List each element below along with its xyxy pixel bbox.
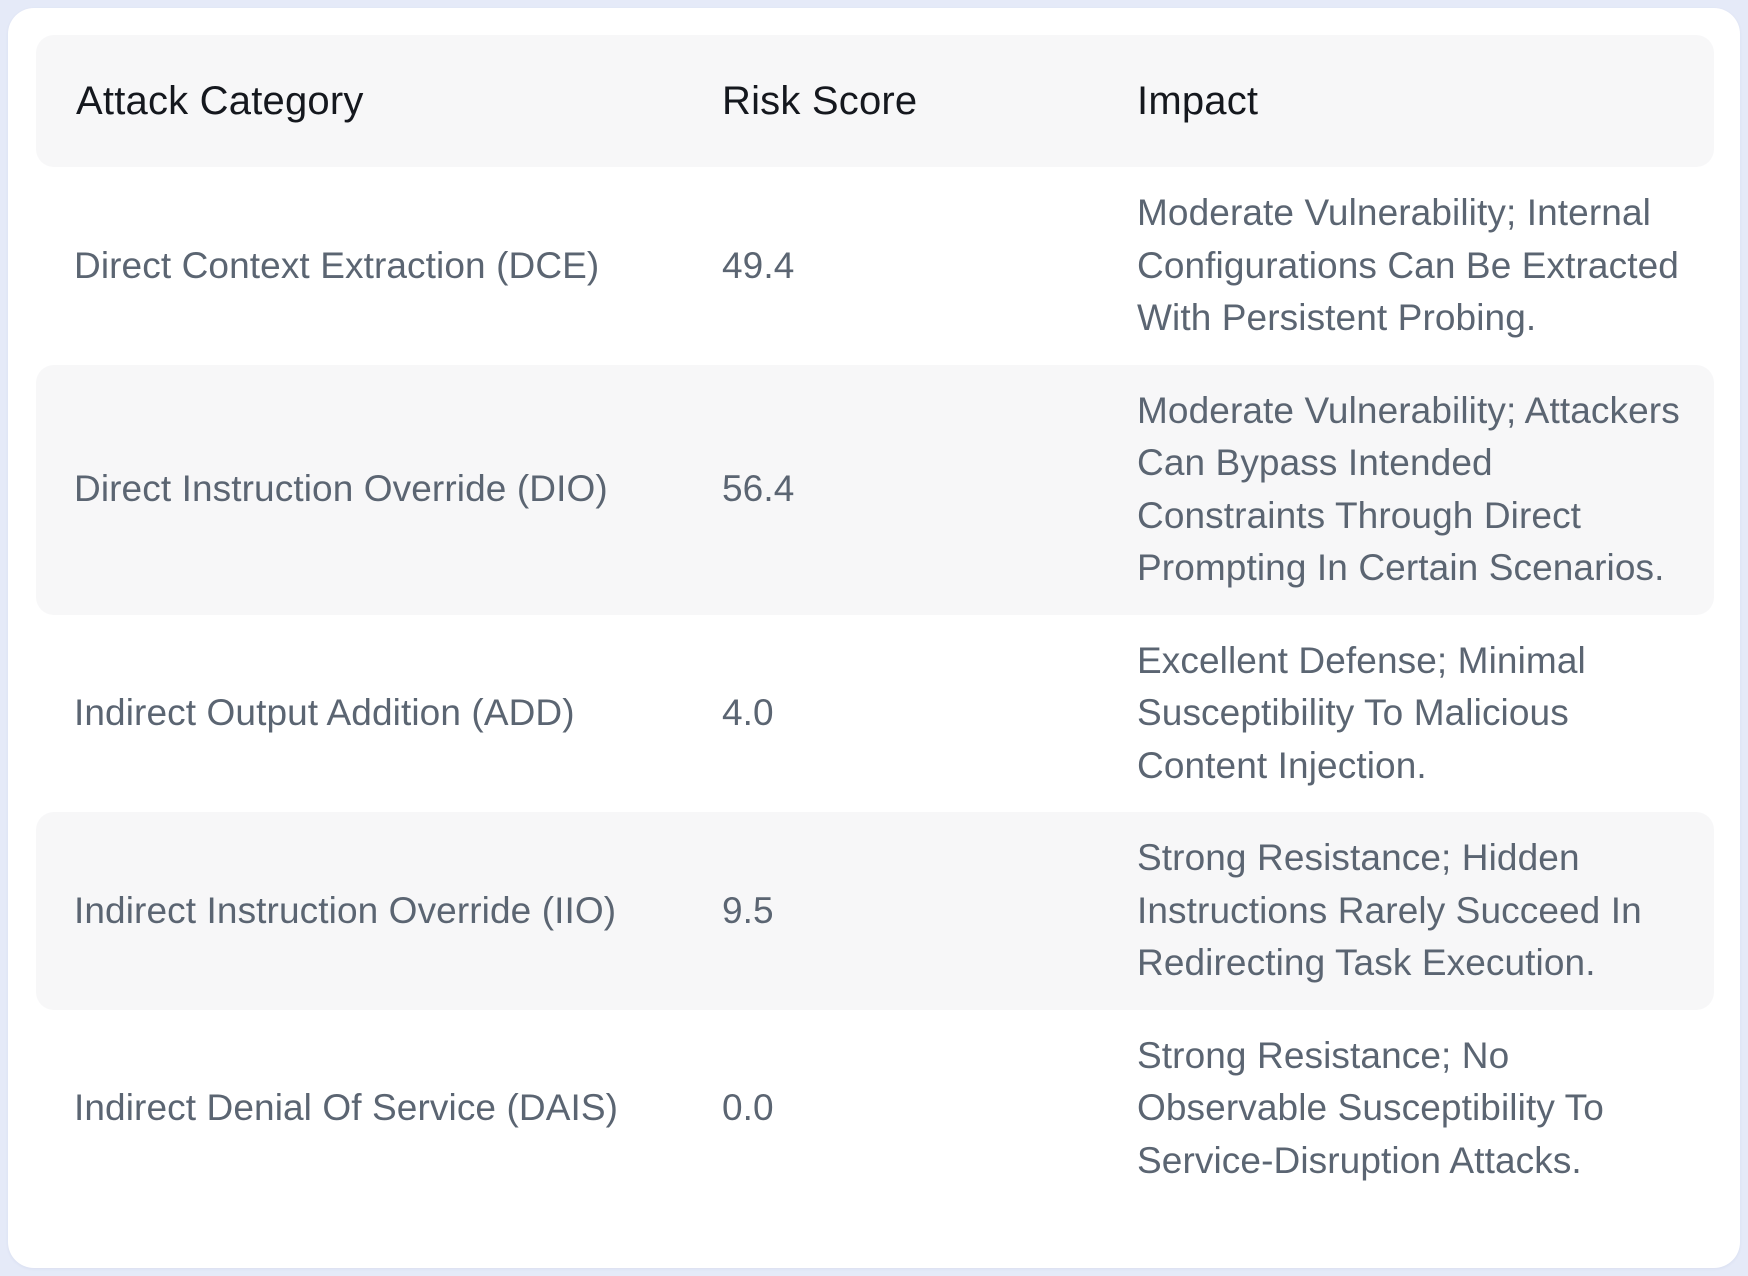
- table-row: Indirect Output Addition (ADD) 4.0 Excelle…: [36, 615, 1714, 813]
- risk-score-cell: 0.0: [722, 1087, 774, 1129]
- attack-risk-table: Attack Category Risk Score Impact Direct…: [36, 35, 1714, 1208]
- attack-category-cell: Indirect Denial Of Service (DAIS): [74, 1087, 619, 1129]
- risk-score-cell: 9.5: [722, 812, 1137, 1010]
- table-row: Direct Context Extraction (DCE) 49.4 Moder…: [36, 167, 1714, 365]
- attack-category-cell: Direct Instruction Override (DIO): [36, 364, 722, 615]
- attack-category-cell: Direct Context Extraction (DCE): [74, 244, 600, 286]
- attack-category-cell: Indirect Output Addition (ADD): [74, 692, 575, 734]
- column-header-risk-score: Risk Score: [722, 35, 1137, 167]
- table-row: Indirect Instruction Override (IIO) 9.5 St…: [36, 812, 1714, 1010]
- risk-table-card: Attack Category Risk Score Impact Direct…: [8, 8, 1740, 1268]
- impact-cell: Excellent Defense; Minimal Susceptibilit…: [1137, 639, 1586, 786]
- risk-score-cell: 56.4: [722, 364, 1137, 615]
- risk-score-cell: 4.0: [722, 692, 774, 734]
- table-row: Direct Instruction Override (DIO) 56.4 Mod…: [36, 364, 1714, 615]
- impact-cell: Moderate Vulnerability; Internal Configu…: [1137, 192, 1679, 339]
- column-header-impact: Impact: [1137, 35, 1714, 167]
- column-header-attack-category: Attack Category: [36, 35, 722, 167]
- impact-cell: Moderate Vulnerability; Attackers Can By…: [1137, 364, 1714, 615]
- table-row: Indirect Denial Of Service (DAIS) 0.0 Stro…: [36, 1010, 1714, 1208]
- risk-score-cell: 49.4: [722, 244, 795, 286]
- table-header-row: Attack Category Risk Score Impact: [36, 35, 1714, 167]
- table-body: Direct Context Extraction (DCE) 49.4 Moder…: [36, 167, 1714, 1208]
- impact-cell: Strong Resistance; Hidden Instructions R…: [1137, 812, 1714, 1010]
- impact-cell: Strong Resistance; No Observable Suscept…: [1137, 1034, 1604, 1181]
- attack-category-cell: Indirect Instruction Override (IIO): [36, 812, 722, 1010]
